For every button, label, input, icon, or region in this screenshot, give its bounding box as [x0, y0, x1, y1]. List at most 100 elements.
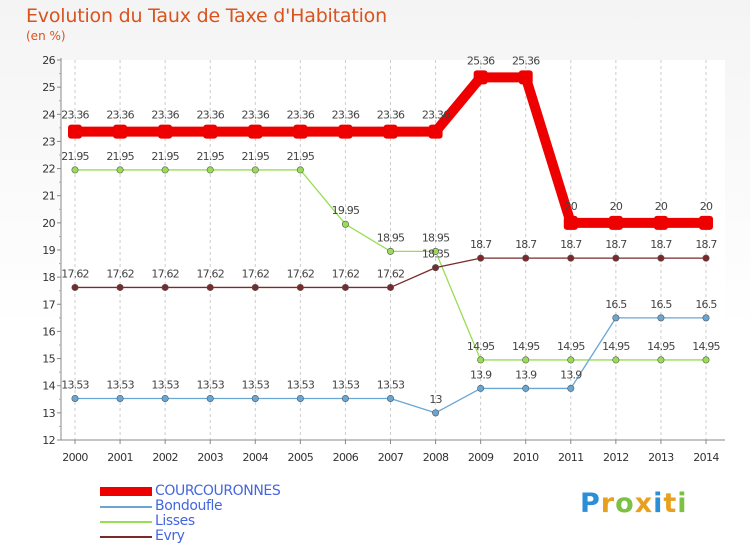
- data-point: [116, 166, 124, 174]
- data-label: 20: [700, 200, 713, 213]
- legend-label: Lisses: [155, 513, 195, 529]
- data-point: [341, 220, 349, 228]
- data-point: [612, 254, 620, 262]
- data-label: 18.35: [422, 248, 450, 261]
- data-point: [383, 124, 398, 139]
- data-point: [206, 166, 214, 174]
- data-label: 16.5: [605, 298, 627, 311]
- x-tick-label: 2001: [107, 451, 133, 464]
- data-point: [432, 247, 440, 255]
- data-point: [161, 394, 169, 402]
- brand-letter: i: [677, 488, 688, 519]
- data-point: [567, 384, 575, 392]
- x-tick-label: 2005: [288, 451, 314, 464]
- legend-swatch: [100, 505, 152, 508]
- y-tick-label: 23: [42, 135, 55, 148]
- data-label: 14.95: [512, 340, 540, 353]
- chart-title: Evolution du Taux de Taxe d'Habitation: [26, 5, 387, 27]
- data-point: [68, 124, 82, 139]
- legend-item: Bondoufle: [100, 499, 280, 514]
- data-label: 17.62: [61, 267, 89, 280]
- data-label: 18.7: [650, 238, 672, 251]
- data-point: [653, 215, 668, 230]
- data-point: [518, 70, 533, 85]
- data-point: [702, 314, 710, 322]
- data-point: [296, 166, 304, 174]
- data-label: 13.9: [560, 368, 582, 381]
- data-label: 21.95: [287, 150, 315, 163]
- data-point: [477, 356, 485, 364]
- legend-swatch: [100, 535, 152, 538]
- legend-item: COURCOURONNES: [100, 483, 281, 499]
- data-label: 16.5: [650, 298, 672, 311]
- data-label: 13.53: [287, 378, 315, 391]
- data-point: [522, 254, 530, 262]
- legend-swatch: [100, 487, 152, 496]
- data-label: 14.95: [557, 340, 585, 353]
- data-label: 13.9: [515, 368, 537, 381]
- data-label: 23.36: [61, 109, 89, 122]
- data-point: [248, 124, 263, 139]
- data-label: 18.95: [377, 231, 405, 244]
- data-point: [567, 254, 575, 262]
- data-point: [296, 394, 304, 402]
- data-point: [386, 247, 394, 255]
- data-label: 17.62: [196, 267, 224, 280]
- data-point: [608, 215, 623, 230]
- y-tick-label: 16: [42, 325, 55, 338]
- data-point: [161, 166, 169, 174]
- data-point: [251, 166, 259, 174]
- data-point: [612, 314, 620, 322]
- data-point: [477, 384, 485, 392]
- legend-item: Evry: [100, 529, 280, 544]
- data-label: 13.53: [151, 378, 179, 391]
- data-label: 19.95: [332, 204, 360, 217]
- legend-label: COURCOURONNES: [155, 483, 281, 499]
- data-label: 20: [565, 200, 578, 213]
- data-point: [71, 283, 79, 291]
- legend-item: Lisses: [100, 514, 280, 529]
- data-label: 17.62: [242, 267, 270, 280]
- data-label: 25.36: [467, 54, 495, 67]
- data-label: 23.36: [287, 109, 315, 122]
- data-label: 18.7: [515, 238, 537, 251]
- x-tick-label: 2000: [62, 451, 88, 464]
- data-point: [657, 314, 665, 322]
- data-point: [296, 283, 304, 291]
- data-point: [161, 283, 169, 291]
- brand-letter: i: [653, 488, 664, 519]
- data-point: [206, 283, 214, 291]
- legend-label: Bondoufle: [155, 498, 223, 514]
- y-tick-label: 21: [42, 190, 55, 203]
- data-point: [657, 254, 665, 262]
- data-label: 23.36: [106, 109, 134, 122]
- data-point: [71, 166, 79, 174]
- data-label: 21.95: [151, 150, 179, 163]
- x-tick-label: 2008: [423, 451, 449, 464]
- data-point: [473, 70, 488, 85]
- data-label: 17.62: [106, 267, 134, 280]
- data-label: 16.5: [695, 298, 717, 311]
- x-tick-label: 2013: [648, 451, 674, 464]
- data-point: [657, 356, 665, 364]
- data-label: 13.53: [196, 378, 224, 391]
- data-label: 13.53: [61, 378, 89, 391]
- y-tick-label: 14: [42, 380, 55, 393]
- y-tick-label: 12: [42, 434, 55, 447]
- data-label: 23.36: [242, 109, 270, 122]
- data-point: [477, 254, 485, 262]
- y-tick-label: 15: [42, 353, 55, 366]
- data-label: 14.95: [602, 340, 630, 353]
- data-label: 20: [610, 200, 623, 213]
- data-label: 13: [429, 393, 442, 406]
- data-point: [522, 384, 530, 392]
- y-tick-label: 19: [42, 244, 55, 257]
- data-label: 13.53: [332, 378, 360, 391]
- data-label: 21.95: [61, 150, 89, 163]
- data-label: 13.9: [470, 368, 492, 381]
- data-point: [116, 283, 124, 291]
- data-label: 18.7: [470, 238, 492, 251]
- data-point: [341, 283, 349, 291]
- data-label: 13.53: [242, 378, 270, 391]
